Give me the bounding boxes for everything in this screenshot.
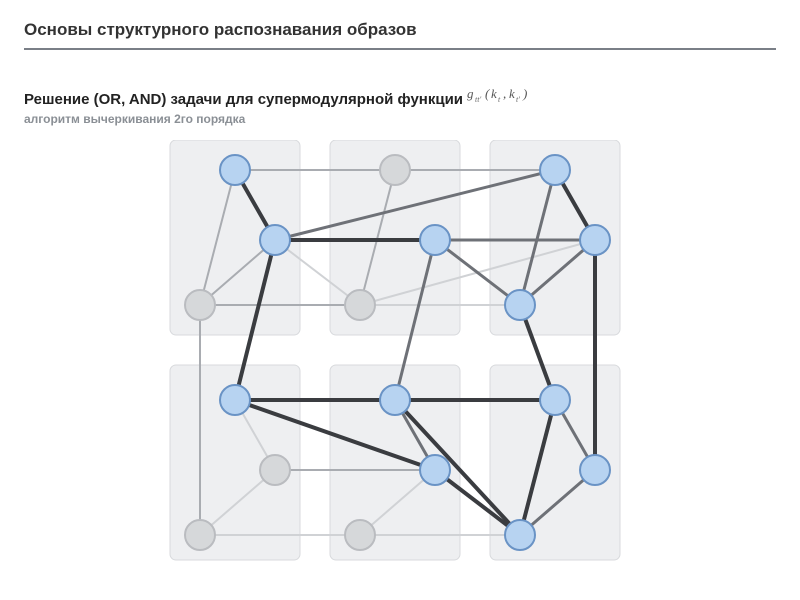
subhead-func: g tt' ( k t , k t' ) <box>467 84 537 107</box>
subhead-title: Решение (OR, AND) задачи для супермодуля… <box>24 91 463 108</box>
svg-text:g: g <box>467 86 474 101</box>
svg-text:t': t' <box>516 95 520 104</box>
svg-text:k: k <box>491 86 497 101</box>
svg-text:tt': tt' <box>475 95 481 104</box>
page-title: Основы структурного распознавания образо… <box>24 20 776 40</box>
subhead-subtitle: алгоритм вычеркивания 2го порядка <box>24 112 776 126</box>
header: Основы структурного распознавания образо… <box>24 20 776 50</box>
svg-text:t: t <box>498 95 501 104</box>
subhead: Решение (OR, AND) задачи для супермодуля… <box>24 84 776 126</box>
svg-text:k: k <box>509 86 515 101</box>
header-rule <box>24 48 776 50</box>
svg-text:,: , <box>503 86 506 101</box>
svg-text:): ) <box>522 86 527 101</box>
graph-diagram <box>140 140 660 580</box>
svg-text:(: ( <box>485 86 490 101</box>
